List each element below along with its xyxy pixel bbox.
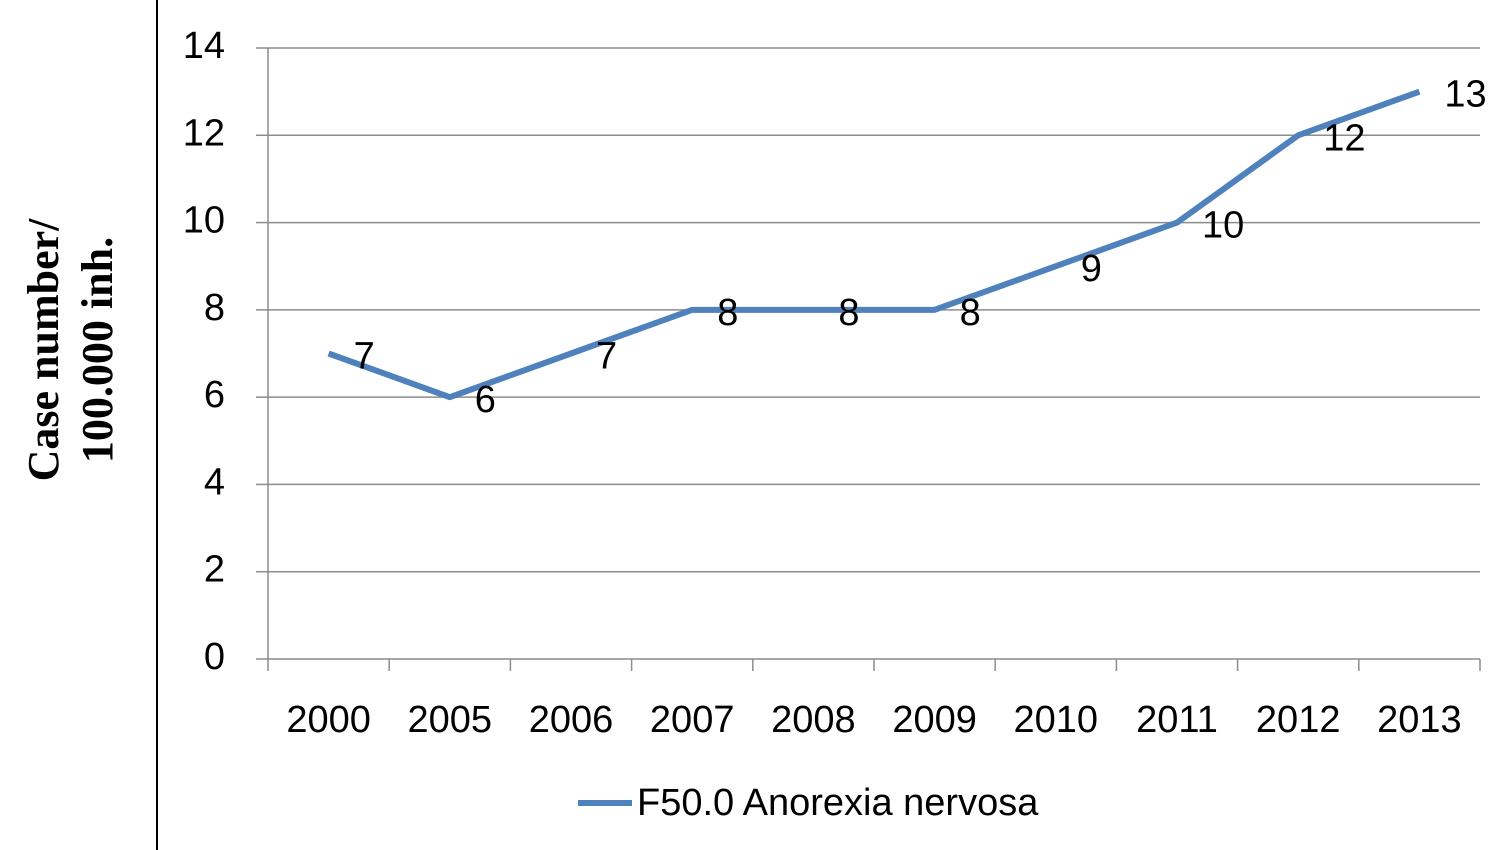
data-label: 12 <box>1323 117 1365 159</box>
x-tick-label: 2007 <box>650 699 735 741</box>
x-tick-label: 2005 <box>408 699 493 741</box>
y-tick-label: 8 <box>204 287 225 329</box>
y-tick-label: 4 <box>204 461 225 503</box>
data-label: 6 <box>475 379 496 421</box>
y-tick-label: 2 <box>204 549 225 591</box>
y-tick-label: 14 <box>183 25 225 67</box>
data-label: 8 <box>838 292 859 334</box>
data-label: 10 <box>1202 205 1244 247</box>
legend-label: F50.0 Anorexia nervosa <box>637 782 1039 824</box>
x-tick-label: 2010 <box>1014 699 1099 741</box>
x-tick-label: 2009 <box>892 699 977 741</box>
x-tick-label: 2000 <box>286 699 371 741</box>
data-label: 7 <box>354 336 375 378</box>
data-label: 8 <box>960 292 981 334</box>
y-tick-label: 6 <box>204 374 225 416</box>
y-axis-title: 100.000 inh. <box>73 237 122 463</box>
y-axis-title: Case number/ <box>19 218 68 482</box>
data-label: 8 <box>717 292 738 334</box>
data-label: 13 <box>1444 74 1486 116</box>
data-label: 7 <box>596 336 617 378</box>
y-tick-label: 0 <box>204 636 225 678</box>
x-tick-label: 2013 <box>1377 699 1462 741</box>
line-series <box>327 88 1421 401</box>
x-tick-label: 2011 <box>1136 699 1218 741</box>
x-tick-label: 2012 <box>1256 699 1341 741</box>
x-tick-label: 2008 <box>771 699 856 741</box>
y-tick-label: 10 <box>183 200 225 242</box>
y-tick-label: 12 <box>183 112 225 154</box>
x-tick-label: 2006 <box>529 699 614 741</box>
data-label: 9 <box>1081 248 1102 290</box>
